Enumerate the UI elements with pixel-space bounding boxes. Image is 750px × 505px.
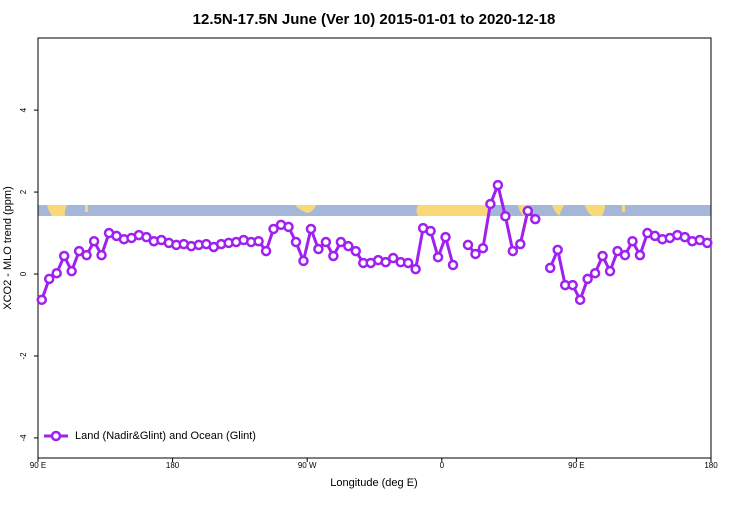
data-point xyxy=(141,231,152,243)
data-point xyxy=(432,251,444,263)
x-tick-label: 180 xyxy=(166,461,180,470)
data-point xyxy=(410,263,421,275)
data-point xyxy=(485,198,496,210)
chart-title: 12.5N-17.5N June (Ver 10) 2015-01-01 to … xyxy=(193,11,556,28)
data-point xyxy=(500,210,511,222)
land-band xyxy=(47,205,625,216)
data-point xyxy=(73,245,85,257)
data-point xyxy=(320,236,332,248)
x-tick-label: 90 W xyxy=(298,461,317,470)
data-point xyxy=(253,235,264,247)
data-point xyxy=(51,267,62,279)
data-point xyxy=(679,231,691,243)
data-point xyxy=(66,265,77,277)
x-axis-label: Longitude (deg E) xyxy=(330,477,417,489)
legend-label: Land (Nadir&Glint) and Ocean (Glint) xyxy=(75,430,256,442)
data-point xyxy=(462,239,474,251)
x-tick-label: 90 E xyxy=(568,461,584,470)
ocean-band xyxy=(38,205,711,216)
data-point xyxy=(81,249,92,261)
data-point xyxy=(567,279,578,291)
data-point xyxy=(58,250,70,262)
data-point xyxy=(305,223,317,235)
data-point xyxy=(43,273,55,285)
data-point xyxy=(604,265,616,277)
data-point xyxy=(350,245,362,257)
data-point xyxy=(402,257,414,269)
data-point xyxy=(544,262,556,274)
data-point xyxy=(530,213,541,225)
data-point xyxy=(313,243,324,255)
data-point xyxy=(552,244,563,256)
data-point xyxy=(290,236,302,248)
data-point xyxy=(447,259,459,271)
data-point xyxy=(477,242,489,254)
x-tick-label: 90 E xyxy=(30,461,46,470)
data-point xyxy=(283,221,294,233)
y-tick-label: 0 xyxy=(19,271,28,276)
data-point xyxy=(619,249,631,261)
data-point xyxy=(582,273,593,285)
data-point xyxy=(515,238,526,250)
data-point xyxy=(589,267,601,279)
y-tick-label: 2 xyxy=(19,189,28,194)
data-point xyxy=(260,245,272,257)
data-point xyxy=(88,235,100,247)
data-point xyxy=(268,223,279,235)
data-point xyxy=(597,250,608,262)
data-point xyxy=(36,294,47,306)
data-point xyxy=(328,250,339,262)
plot-frame xyxy=(37,37,712,459)
y-tick-label: 4 xyxy=(19,107,28,112)
x-tick-label: 180 xyxy=(704,461,718,470)
land-ocean-band xyxy=(38,205,711,216)
data-point xyxy=(335,236,347,248)
data-point xyxy=(387,252,399,264)
data-point xyxy=(425,225,436,237)
data-point xyxy=(627,235,638,247)
y-axis-label: XCO2 - MLO trend (ppm) xyxy=(2,186,14,309)
data-point xyxy=(612,245,623,257)
data-point xyxy=(343,240,354,252)
data-point xyxy=(702,237,713,249)
data-point xyxy=(380,256,391,268)
data-point xyxy=(440,231,451,243)
data-point xyxy=(574,294,586,306)
data-point xyxy=(96,249,107,261)
data-point xyxy=(507,245,519,257)
data-point xyxy=(298,255,309,267)
data-point xyxy=(634,249,646,261)
y-tick-label: -4 xyxy=(19,434,28,442)
y-tick-label: -2 xyxy=(19,352,28,360)
data-point xyxy=(492,179,504,191)
data-point xyxy=(522,205,534,217)
data-point xyxy=(470,248,481,260)
legend-marker xyxy=(50,430,62,442)
x-tick-label: 0 xyxy=(440,461,445,470)
